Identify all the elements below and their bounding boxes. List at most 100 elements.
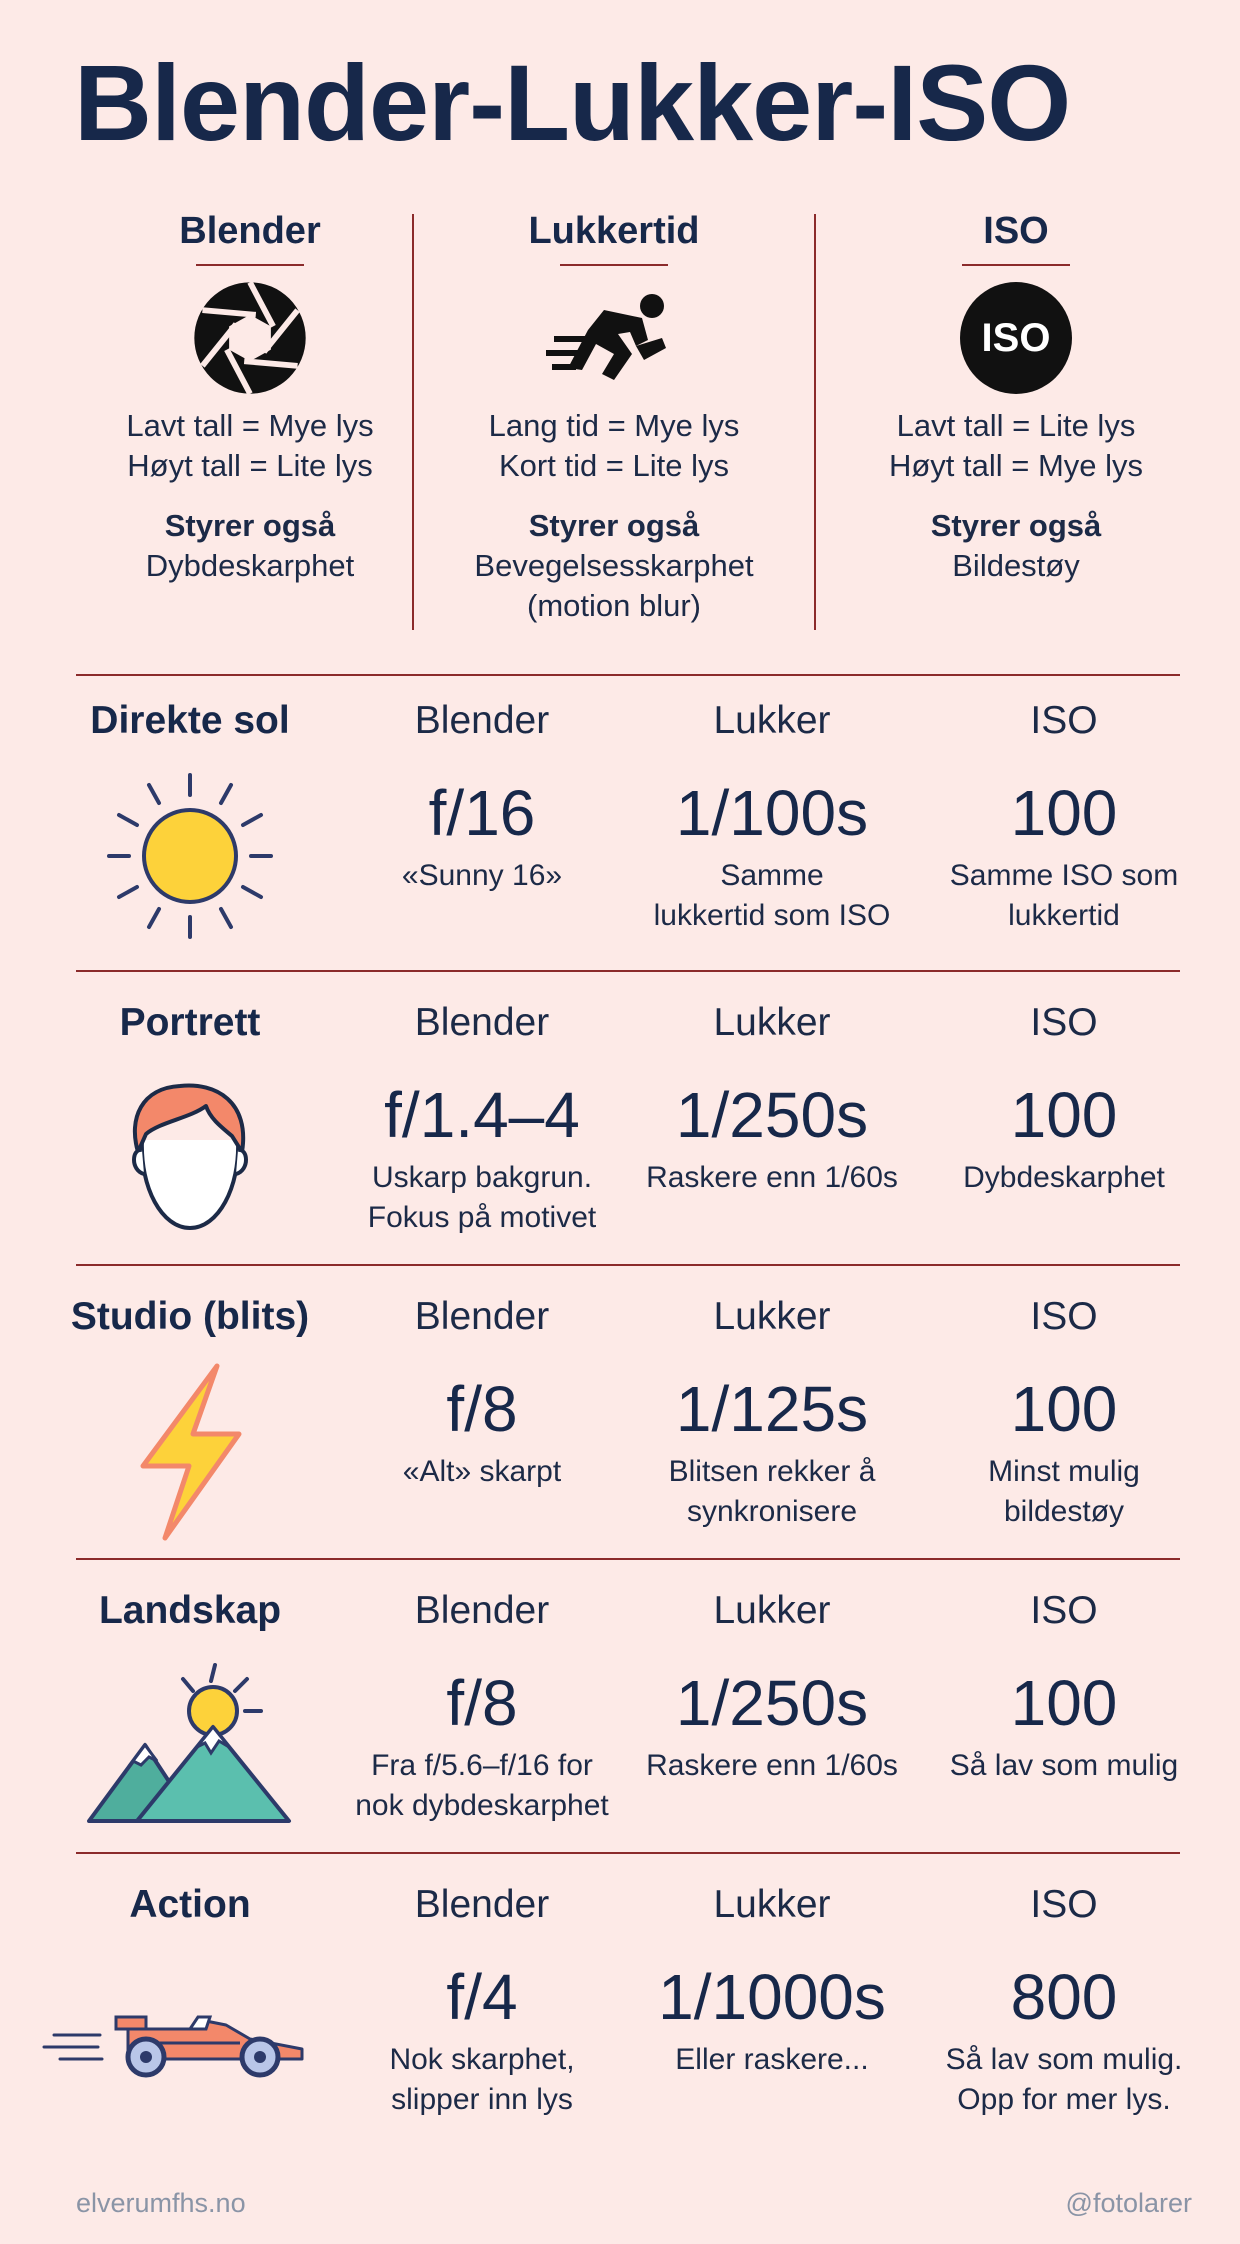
cell-value: 1/1000s (658, 1961, 886, 2033)
shutter-cell: Lukker 1/250s Raskere enn 1/60s (622, 1584, 922, 1786)
cell-label: Blender (414, 1295, 550, 1338)
also-label: Styrer også (528, 508, 700, 543)
cell-label: Lukker (713, 1001, 831, 1044)
heading-underline (962, 264, 1070, 266)
cell-note: Opp for mer lys. (957, 2083, 1171, 2116)
scenario-title: Action (129, 1883, 251, 1926)
cell-label: Blender (414, 1589, 550, 1632)
shutter-cell: Lukker 1/100s Samme lukkertid som ISO (622, 694, 922, 936)
row-divider (76, 1852, 1180, 1854)
iso-cell: ISO 100 Så lav som mulig (914, 1584, 1214, 1786)
iso-cell: ISO 100 Minst mulig bildestøy (914, 1290, 1214, 1532)
cell-note: Nok skarphet, (389, 2043, 575, 2076)
scenario-title: Direkte sol (90, 699, 290, 742)
mountain-icon (40, 1656, 340, 1836)
cell-value: 100 (1010, 1667, 1118, 1739)
scenario-landscape: Landskap Blender f/8 Fra f/5.6–f/16 for … (0, 1566, 1240, 1856)
also-label: Styrer også (164, 508, 336, 543)
iso-cell: ISO 100 Dybdeskarphet (914, 996, 1214, 1198)
aperture-cell: Blender f/8 «Alt» skarpt (332, 1290, 632, 1492)
cell-value: 100 (1010, 1373, 1118, 1445)
cell-value: 100 (1010, 777, 1118, 849)
shutter-cell: Lukker 1/1000s Eller raskere... (622, 1878, 922, 2080)
sun-icon (40, 766, 340, 946)
column-divider (412, 214, 414, 630)
cell-note: Fokus på motivet (367, 1201, 597, 1234)
cell-label: Lukker (713, 1295, 831, 1338)
cell-note: Samme ISO som (949, 859, 1179, 892)
desc-line: Lang tid = Mye lys (488, 408, 740, 443)
cell-label: Lukker (713, 1589, 831, 1632)
desc-line: Høyt tall = Lite lys (127, 448, 373, 483)
cell-value: f/4 (446, 1961, 518, 2033)
also-label: Styrer også (930, 508, 1102, 543)
iso-icon: ISO (826, 276, 1206, 400)
cell-label: ISO (1030, 1001, 1098, 1044)
scenario-direct-sun: Direkte sol Blender f/16 «Sunny 16» Lukk… (0, 676, 1240, 966)
column-divider (814, 214, 816, 630)
cell-note: lukkertid (1008, 899, 1120, 932)
cell-label: Blender (414, 699, 550, 742)
scenario-title: Studio (blits) (70, 1295, 310, 1338)
footer-site: elverumfhs.no (76, 2188, 246, 2218)
row-divider (76, 970, 1180, 972)
also-value: (motion blur) (527, 588, 701, 623)
cell-note: slipper inn lys (391, 2083, 573, 2116)
cell-value: 1/250s (675, 1667, 869, 1739)
scenario-title: Landskap (98, 1589, 282, 1632)
cell-value: 100 (1010, 1079, 1118, 1151)
scenario-portrait: Portrett Blender f/1.4–4 Uskarp bakgrun.… (0, 978, 1240, 1268)
cell-value: 800 (1010, 1961, 1118, 2033)
cell-note: «Sunny 16» (401, 859, 563, 892)
cell-label: Blender (414, 1001, 550, 1044)
iso-cell: ISO 800 Så lav som mulig. Opp for mer ly… (914, 1878, 1214, 2120)
aperture-column: Blender Lavt tall = Mye lys Høyt tall = … (60, 200, 440, 586)
cell-note: Raskere enn 1/60s (646, 1161, 898, 1194)
cell-note: synkronisere (686, 1495, 858, 1528)
cell-value: f/8 (446, 1373, 518, 1445)
shutter-cell: Lukker 1/250s Raskere enn 1/60s (622, 996, 922, 1198)
also-value: Bevegelsesskarphet (474, 548, 754, 583)
aperture-cell: Blender f/4 Nok skarphet, slipper inn ly… (332, 1878, 632, 2120)
cell-note: Dybdeskarphet (963, 1161, 1165, 1194)
iso-cell: ISO 100 Samme ISO som lukkertid (914, 694, 1214, 936)
cell-note: Uskarp bakgrun. (371, 1161, 593, 1194)
scenario-title: Portrett (119, 1001, 261, 1044)
cell-note: Raskere enn 1/60s (646, 1749, 898, 1782)
desc-line: Kort tid = Lite lys (498, 448, 730, 483)
aperture-cell: Blender f/16 «Sunny 16» (332, 694, 632, 896)
aperture-cell: Blender f/1.4–4 Uskarp bakgrun. Fokus på… (332, 996, 632, 1238)
cell-value: f/16 (428, 777, 536, 849)
heading-underline (560, 264, 668, 266)
row-divider (76, 1558, 1180, 1560)
page-title: Blender-Lukker-ISO (74, 42, 1071, 163)
cell-label: ISO (1030, 1883, 1098, 1926)
cell-note: Så lav som mulig (949, 1749, 1179, 1782)
cell-note: Fra f/5.6–f/16 for (371, 1749, 593, 1782)
face-icon (40, 1068, 340, 1248)
desc-line: Lavt tall = Lite lys (896, 408, 1136, 443)
cell-note: bildestøy (1003, 1495, 1125, 1528)
cell-label: ISO (1030, 699, 1098, 742)
cell-label: ISO (1030, 1295, 1098, 1338)
cell-label: ISO (1030, 1589, 1098, 1632)
cell-note: Samme (720, 859, 824, 892)
aperture-cell: Blender f/8 Fra f/5.6–f/16 for nok dybde… (332, 1584, 632, 1826)
cell-label: Lukker (713, 1883, 831, 1926)
cell-note: lukkertid som ISO (653, 899, 891, 932)
desc-line: Lavt tall = Mye lys (126, 408, 374, 443)
column-heading: ISO (983, 210, 1049, 252)
desc-line: Høyt tall = Mye lys (888, 448, 1144, 483)
cell-value: 1/125s (675, 1373, 869, 1445)
also-value: Bildestøy (952, 548, 1080, 583)
column-heading: Lukkertid (528, 210, 700, 252)
iso-icon-text: ISO (981, 315, 1051, 360)
cell-value: f/8 (446, 1667, 518, 1739)
cell-label: Lukker (713, 699, 831, 742)
cell-note: nok dybdeskarphet (355, 1789, 609, 1822)
cell-note: Eller raskere... (675, 2043, 869, 2076)
cell-note: Blitsen rekker å (668, 1455, 876, 1488)
cell-value: 1/100s (675, 777, 869, 849)
settings-overview: Blender Lavt tall = Mye lys Høyt tall = … (60, 200, 1180, 640)
cell-value: 1/250s (675, 1079, 869, 1151)
